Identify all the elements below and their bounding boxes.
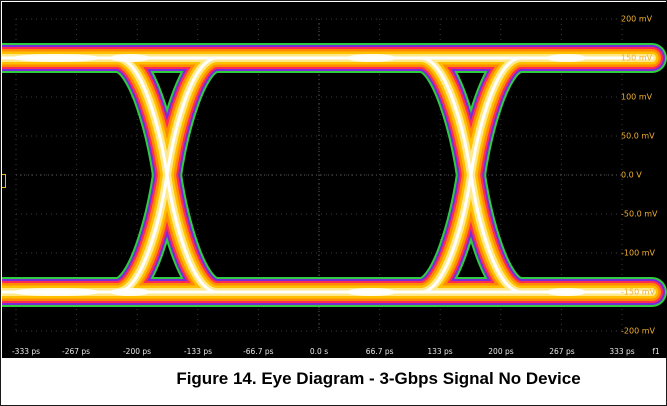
eye-diagram-svg bbox=[2, 18, 667, 332]
x-tick-label: -333 ps bbox=[11, 347, 41, 356]
rail-hotspot-low-2 bbox=[346, 288, 397, 296]
x-tick-label: -66.7 ps bbox=[243, 347, 274, 356]
figure-caption: Figure 14. Eye Diagram - 3-Gbps Signal N… bbox=[176, 369, 581, 388]
y-tick-label: -100 mV bbox=[621, 248, 655, 258]
eye-trace-fall-2-white bbox=[419, 56, 523, 294]
rail-hotspot-low-1 bbox=[109, 288, 150, 296]
x-tick-label: -133 ps bbox=[183, 347, 213, 356]
y-tick-label: -200 mV bbox=[621, 326, 655, 336]
x-axis-suffix: f1 bbox=[652, 347, 660, 356]
trigger-level-marker bbox=[2, 174, 6, 188]
rail-hotspot-high-1 bbox=[109, 54, 150, 62]
y-tick-label: -50.0 mV bbox=[621, 209, 658, 219]
x-tick-label: -200 ps bbox=[122, 347, 152, 356]
x-tick-label: -267 ps bbox=[62, 347, 91, 356]
y-tick-label: 150 mV bbox=[621, 53, 653, 63]
y-tick-label: 0.0 V bbox=[621, 170, 642, 180]
x-tick-label: 200 ps bbox=[488, 347, 514, 356]
x-tick-label: 267 ps bbox=[549, 347, 575, 356]
y-tick-label: 100 mV bbox=[621, 92, 653, 102]
rail-hotspot-high-2 bbox=[346, 54, 397, 62]
rail-hotspot-low-3 bbox=[546, 288, 587, 296]
y-tick-label: 50.0 mV bbox=[621, 131, 655, 141]
y-tick-label: -150 mV bbox=[621, 287, 655, 297]
rail-hotspot-high-3 bbox=[546, 54, 587, 62]
rail-hotspot-high-0 bbox=[11, 54, 101, 62]
x-tick-label: 133 ps bbox=[427, 347, 453, 356]
eye-trace-fall-1-white bbox=[115, 56, 219, 294]
x-tick-label: 333 ps bbox=[609, 347, 635, 356]
eye-diagram-plot: 200 mV 150 mV 100 mV 50.0 mV 0.0 V -50.0 mV -1… bbox=[2, 2, 667, 358]
rail-hotspot-low-0 bbox=[11, 288, 101, 296]
x-tick-label: 66.7 ps bbox=[365, 347, 394, 356]
x-tick-label: 0.0 s bbox=[309, 347, 329, 356]
y-tick-label: 200 mV bbox=[621, 14, 653, 24]
